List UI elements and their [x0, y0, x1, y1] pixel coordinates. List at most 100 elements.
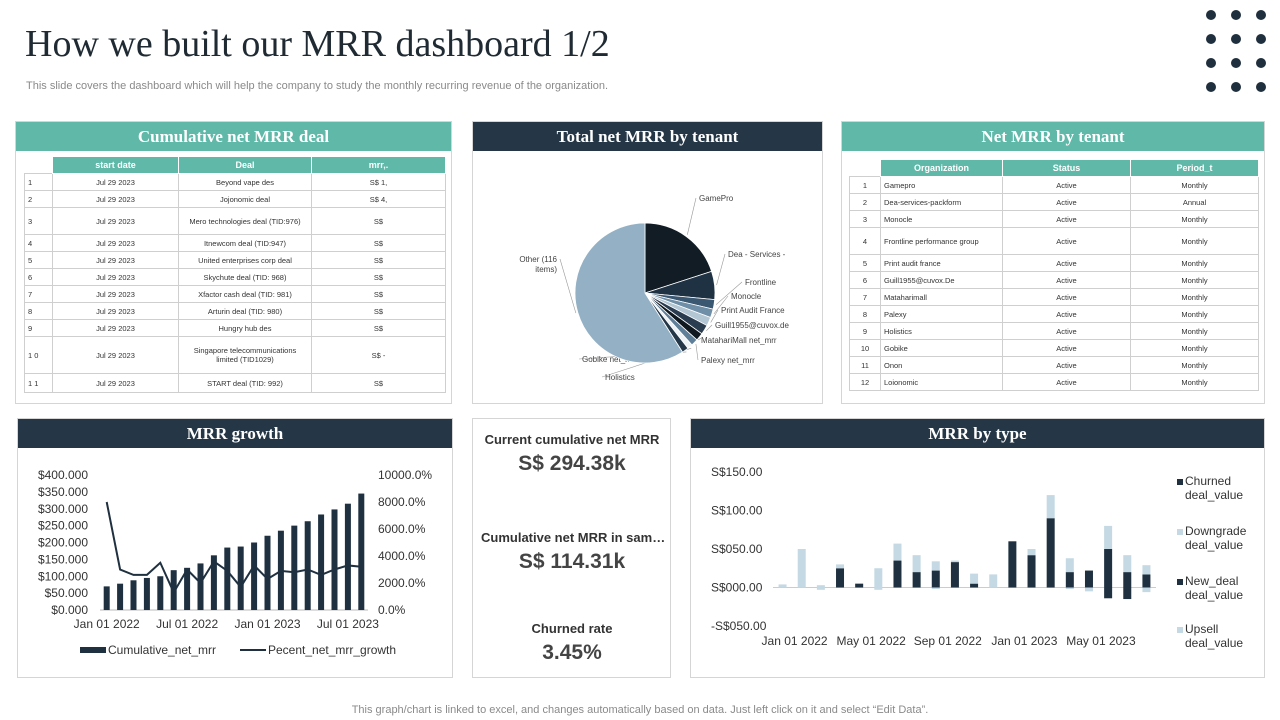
growth-bar[interactable]: [344, 503, 351, 610]
type-bar-segment[interactable]: [1142, 574, 1151, 588]
type-bar-segment[interactable]: [893, 560, 902, 588]
table-row[interactable]: 2 Jul 29 2023 Jojonomic deal S$ 4,: [24, 190, 446, 208]
table-row[interactable]: 3 Jul 29 2023 Mero technologies deal (TID:…: [24, 207, 446, 235]
column-header[interactable]: Organization: [880, 159, 1003, 177]
type-bar-segment[interactable]: [874, 568, 883, 588]
mrr-growth-chart[interactable]: $400.000 $350.000 $300.000 $250.000 $200.000…: [18, 448, 452, 677]
type-bar-segment[interactable]: [1027, 555, 1036, 588]
pie-slice[interactable]: [574, 222, 684, 364]
table-row[interactable]: 9 Jul 29 2023 Hungry hub des S$: [24, 319, 446, 337]
column-header[interactable]: mrr,.: [311, 156, 446, 174]
start-date-cell: Jul 29 2023: [52, 319, 179, 337]
type-bar-segment[interactable]: [1084, 570, 1093, 588]
table-row[interactable]: 4 Frontline performance group Active Monthl…: [849, 227, 1259, 255]
type-bar-segment[interactable]: [912, 572, 921, 588]
type-bar-segment[interactable]: [950, 560, 959, 563]
type-bar-segment[interactable]: [1046, 518, 1055, 588]
type-bar-segment[interactable]: [989, 574, 998, 588]
organization-cell: Gamepro: [880, 176, 1003, 194]
mrr-cell: S$ 1,: [311, 173, 446, 191]
type-bar-segment[interactable]: [1142, 565, 1151, 575]
growth-bar[interactable]: [318, 514, 325, 610]
type-bar-segment[interactable]: [931, 587, 940, 590]
type-bar-segment[interactable]: [816, 587, 825, 590]
row-number: 4: [849, 227, 881, 255]
growth-bar[interactable]: [157, 576, 164, 610]
type-bar-segment[interactable]: [970, 573, 979, 584]
growth-bar[interactable]: [358, 493, 365, 610]
table-row[interactable]: 8 Palexy Active Monthly: [849, 305, 1259, 323]
column-header[interactable]: Deal: [178, 156, 312, 174]
type-bar-segment[interactable]: [1046, 495, 1055, 519]
type-bar-segment[interactable]: [1104, 549, 1113, 588]
type-bar-segment[interactable]: [1123, 587, 1132, 600]
table-row[interactable]: 5 Jul 29 2023 United enterprises corp deal…: [24, 251, 446, 269]
mrr-by-type-chart[interactable]: S$150.00 S$100.00 S$050.00 S$000.00 -S$050.0…: [691, 448, 1264, 677]
growth-bar[interactable]: [251, 542, 258, 611]
type-bar-segment[interactable]: [1123, 555, 1132, 573]
pie-slice[interactable]: [644, 222, 713, 294]
type-bar-segment[interactable]: [874, 587, 883, 590]
table-row[interactable]: 7 Mataharimall Active Monthly: [849, 288, 1259, 306]
type-bar-segment[interactable]: [1104, 525, 1113, 549]
type-bar-segment[interactable]: [950, 562, 959, 588]
table-row[interactable]: 4 Jul 29 2023 Itnewcom deal (TID:947) S$: [24, 234, 446, 252]
growth-bar[interactable]: [331, 509, 338, 610]
type-bar-segment[interactable]: [1084, 587, 1093, 592]
table-row[interactable]: 1 Gamepro Active Monthly: [849, 176, 1259, 194]
growth-bar[interactable]: [291, 525, 298, 610]
type-bar-segment[interactable]: [912, 555, 921, 573]
type-bar-segment[interactable]: [816, 585, 825, 588]
type-bar-segment[interactable]: [1123, 572, 1132, 588]
column-header[interactable]: Period_t: [1130, 159, 1259, 177]
type-bar-segment[interactable]: [1008, 541, 1017, 588]
table-row[interactable]: 1 1 Jul 29 2023 START deal (TID: 992) S$: [24, 373, 446, 393]
type-bar-segment[interactable]: [1065, 572, 1074, 588]
type-bar-segment[interactable]: [1142, 587, 1151, 593]
y2-tick-label: 8000.0%: [378, 495, 426, 509]
table-row[interactable]: 3 Monocle Active Monthly: [849, 210, 1259, 228]
table-row[interactable]: 5 Print audit france Active Monthly: [849, 254, 1259, 272]
type-bar-segment[interactable]: [931, 570, 940, 588]
type-bar-segment[interactable]: [797, 549, 806, 588]
growth-bar[interactable]: [184, 567, 191, 610]
table-row[interactable]: 11 Onon Active Monthly: [849, 356, 1259, 374]
growth-bar[interactable]: [103, 586, 110, 610]
type-bar-segment[interactable]: [1065, 587, 1074, 590]
type-bar-segment[interactable]: [970, 583, 979, 588]
column-header[interactable]: Status: [1002, 159, 1131, 177]
type-bar-segment[interactable]: [1027, 549, 1036, 556]
table-row[interactable]: 12 Loionomic Active Monthly: [849, 373, 1259, 391]
table-row[interactable]: 9 Holistics Active Monthly: [849, 322, 1259, 340]
type-bar-segment[interactable]: [1065, 558, 1074, 573]
table-row[interactable]: 1 Jul 29 2023 Beyond vape des S$ 1,: [24, 173, 446, 191]
table-row[interactable]: 8 Jul 29 2023 Arturin deal (TID: 980) S$: [24, 302, 446, 320]
growth-bar[interactable]: [224, 547, 231, 610]
growth-bar[interactable]: [210, 555, 217, 610]
growth-bar[interactable]: [264, 535, 271, 610]
table-row[interactable]: 1 0 Jul 29 2023 Singapore telecommunicatio…: [24, 336, 446, 374]
type-bar-segment[interactable]: [778, 584, 787, 588]
period-cell: Monthly: [1130, 254, 1259, 272]
growth-bar[interactable]: [130, 580, 137, 610]
column-header[interactable]: start date: [52, 156, 179, 174]
type-bar-segment[interactable]: [855, 583, 864, 588]
type-bar-segment[interactable]: [893, 543, 902, 561]
growth-bar[interactable]: [237, 546, 244, 610]
table-row[interactable]: 7 Jul 29 2023 Xfactor cash deal (TID: 981)…: [24, 285, 446, 303]
growth-bar[interactable]: [117, 583, 124, 610]
growth-bar[interactable]: [143, 577, 150, 610]
type-bar-segment[interactable]: [1104, 587, 1113, 599]
table-row[interactable]: 10 Gobike Active Monthly: [849, 339, 1259, 357]
mrr-cell: S$: [311, 234, 446, 252]
growth-bar[interactable]: [304, 521, 311, 610]
type-bar-segment[interactable]: [836, 568, 845, 588]
tenant-pie-chart[interactable]: GamePro Dea - Services - Frontline Monocle P…: [473, 151, 822, 403]
table-row[interactable]: 2 Dea-services-packform Active Annual: [849, 193, 1259, 211]
growth-bar[interactable]: [197, 563, 204, 610]
type-bar-segment[interactable]: [931, 561, 940, 571]
table-row[interactable]: 6 Guill1955@cuvox.De Active Monthly: [849, 271, 1259, 289]
type-bar-segment[interactable]: [836, 564, 845, 569]
growth-line[interactable]: [105, 501, 362, 595]
table-row[interactable]: 6 Jul 29 2023 Skychute deal (TID: 968) S$: [24, 268, 446, 286]
